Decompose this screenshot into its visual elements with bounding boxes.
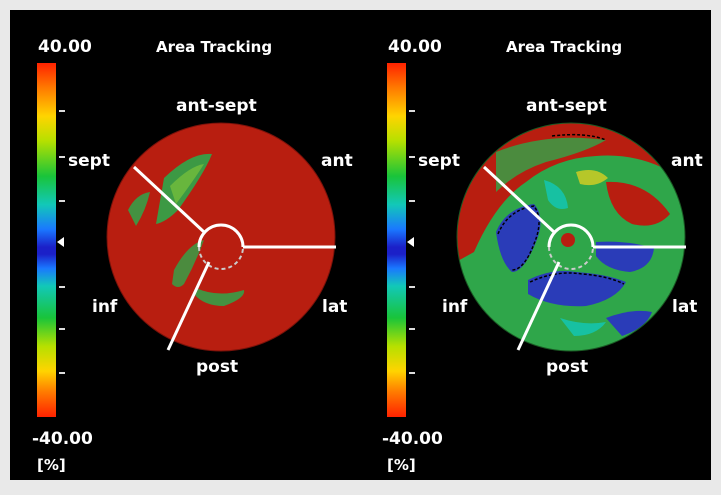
scale-max-label: 40.00 [388, 37, 442, 57]
scale-tick [59, 156, 65, 158]
scale-min-label: -40.00 [32, 429, 93, 449]
polar-map-right [456, 122, 686, 352]
sector-label-ant-sept: ant-sept [176, 96, 257, 116]
scale-tick [59, 286, 65, 288]
scale-tick [59, 328, 65, 330]
zero-marker-icon [407, 237, 414, 247]
scale-tick [409, 286, 415, 288]
scale-tick [409, 156, 415, 158]
polar-map-left [106, 122, 336, 352]
sector-label-sept: sept [418, 151, 460, 171]
panel-title: Area Tracking [156, 38, 273, 56]
sector-label-post: post [196, 357, 239, 377]
sector-label-ant: ant [671, 151, 703, 171]
scale-tick [59, 372, 65, 374]
sector-label-ant-sept: ant-sept [526, 96, 607, 116]
sector-label-ant: ant [321, 151, 353, 171]
zero-marker-icon [57, 237, 64, 247]
left-panel: 40.00 Area Tracking -40.00 [%] ant-sept … [10, 10, 360, 480]
scale-tick [409, 110, 415, 112]
sector-label-lat: lat [672, 297, 698, 317]
scale-tick [59, 110, 65, 112]
color-scale-bar [37, 63, 56, 417]
scale-tick [409, 328, 415, 330]
polar-map-viewer: 40.00 Area Tracking -40.00 [%] ant-sept … [10, 10, 711, 480]
scale-tick [409, 200, 415, 202]
scale-tick [409, 372, 415, 374]
sector-label-inf: inf [92, 297, 118, 317]
color-scale-bar [387, 63, 406, 417]
sector-label-lat: lat [322, 297, 348, 317]
sector-label-inf: inf [442, 297, 468, 317]
scale-min-label: -40.00 [382, 429, 443, 449]
right-panel: 40.00 Area Tracking -40.00 [%] ant-sept … [360, 10, 710, 480]
scale-max-label: 40.00 [38, 37, 92, 57]
sector-label-sept: sept [68, 151, 110, 171]
scale-unit-label: [%] [37, 456, 66, 474]
panel-title: Area Tracking [506, 38, 623, 56]
scale-unit-label: [%] [387, 456, 416, 474]
scale-tick [59, 200, 65, 202]
sector-label-post: post [546, 357, 589, 377]
